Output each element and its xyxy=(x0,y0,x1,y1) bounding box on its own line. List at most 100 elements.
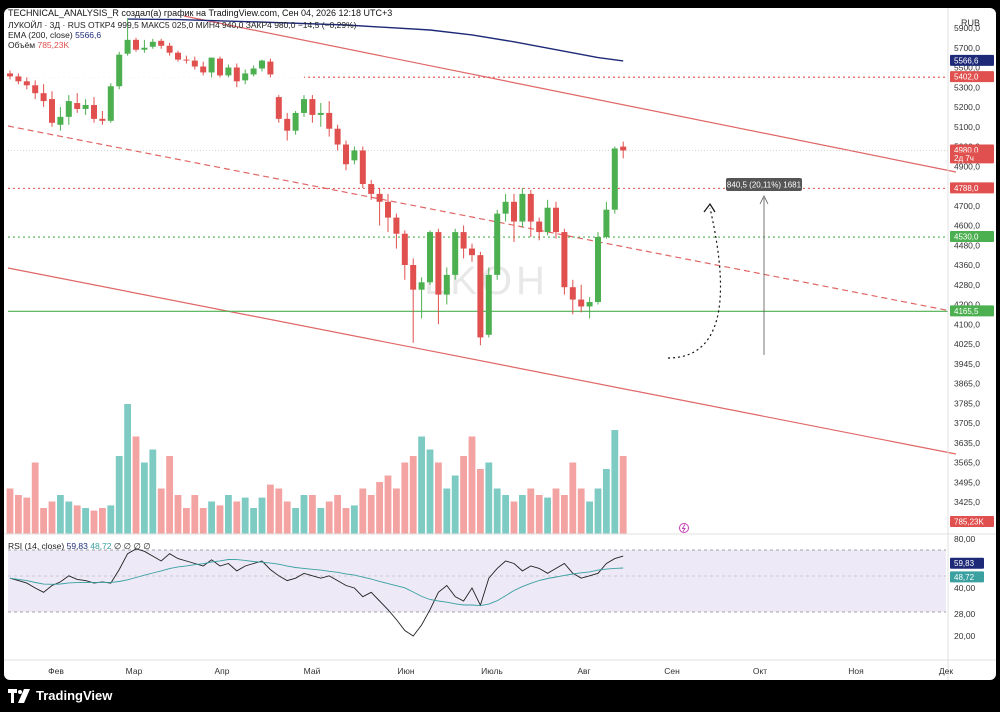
candle-body xyxy=(334,128,341,145)
volume-bar xyxy=(367,495,375,534)
candle-body xyxy=(15,76,22,82)
rsi-legend-ma-value: 48,72 xyxy=(90,541,112,551)
volume-bar xyxy=(376,482,383,534)
volume-legend-label: Объём xyxy=(8,40,36,50)
volume-bar xyxy=(409,456,417,534)
volume-legend: Объём 785,23K xyxy=(8,40,356,50)
price-tick-label: 5900,0 xyxy=(954,23,980,33)
volume-bar xyxy=(603,469,610,534)
volume-bar xyxy=(317,508,325,534)
rsi-legend-extra: ∅ ∅ ∅ ∅ xyxy=(113,541,151,551)
rsi-legend-value: 59,83 xyxy=(66,541,88,551)
rsi-legend[interactable]: RSI (14, close) 59,83 48,72 ∅ ∅ ∅ ∅ xyxy=(8,541,151,552)
volume-bar xyxy=(250,508,257,534)
candle-body xyxy=(149,41,156,47)
chart-canvas[interactable]: LKOH 840,5 (20,11%) 1681 5900,05700,0550… xyxy=(4,8,996,680)
volume-legend-value: 785,23K xyxy=(37,40,70,50)
candle-body xyxy=(301,99,307,113)
price-tick-label: 3565,0 xyxy=(954,458,980,468)
volume-bar xyxy=(216,505,224,534)
volume-bar xyxy=(199,508,207,534)
candle-body xyxy=(99,118,106,121)
price-tick-label: 4480,0 xyxy=(954,240,980,250)
candle-body xyxy=(393,217,400,234)
candle-body xyxy=(569,287,576,300)
candle-body xyxy=(511,201,517,222)
time-tick-label: Июль xyxy=(481,666,503,676)
candle-body xyxy=(326,112,333,129)
channel-upper-line xyxy=(183,15,957,173)
tradingview-footer[interactable]: TradingView xyxy=(8,688,112,703)
price-tag xyxy=(950,152,994,164)
chart-header: TECHNICAL_ANALYSIS_R создал(а) график на… xyxy=(8,8,393,18)
volume-bar xyxy=(283,501,291,534)
volume-bar xyxy=(384,475,392,534)
tradingview-brand: TradingView xyxy=(36,688,113,703)
chart-legend[interactable]: ЛУКОЙЛ · 3Д · RUS ОТКР4 999,5 МАКС5 025,… xyxy=(8,20,356,50)
candle-body xyxy=(175,52,181,60)
price-tick-label: 4600,0 xyxy=(954,221,980,231)
volume-bar xyxy=(309,495,316,534)
volume-bar xyxy=(208,501,215,534)
volume-bar xyxy=(401,462,409,534)
volume-bar xyxy=(241,497,249,534)
price-tag-label: 5566,6 xyxy=(954,56,979,65)
lightning-icon[interactable] xyxy=(679,523,689,533)
candle-body xyxy=(595,237,601,303)
ema-legend-label: EMA (200, close) xyxy=(8,30,73,40)
price-tick-label: 4900,0 xyxy=(954,161,980,171)
volume-bar xyxy=(6,488,14,534)
price-tag-label: 4530,0 xyxy=(954,233,979,242)
measure-label: 840,5 (20,11%) 1681 xyxy=(727,181,802,190)
candle-body xyxy=(82,105,89,109)
time-tick-label: Сен xyxy=(664,666,680,676)
price-tick-label: 3945,0 xyxy=(954,359,980,369)
time-tick-label: Май xyxy=(304,666,321,676)
rsi-legend-label: RSI (14, close) xyxy=(8,541,65,551)
volume-bar xyxy=(141,462,148,534)
volume-bar xyxy=(267,484,274,534)
rsi-band xyxy=(8,550,946,612)
lightning-icon-bolt xyxy=(681,524,686,532)
volume-bar xyxy=(31,462,39,534)
rsi-axis[interactable]: 80,00 40,00 28,00 20,00 xyxy=(954,534,976,641)
channel-lower-line xyxy=(7,267,957,455)
price-tick-label: 3705,0 xyxy=(954,418,980,428)
candle-body xyxy=(359,150,366,185)
volume-bar xyxy=(183,508,190,534)
price-tick-label: 4280,0 xyxy=(954,280,980,290)
volume-bar xyxy=(435,462,442,534)
time-axis[interactable]: Фев Мар Апр Май Июн Июль Авг Сен Окт Ноя Дек xyxy=(48,666,953,676)
candle-body xyxy=(611,148,618,210)
volume-bar xyxy=(258,497,266,534)
volume-bar xyxy=(451,475,459,534)
volume-bar xyxy=(569,462,577,534)
candle-body xyxy=(376,193,383,202)
candle-body xyxy=(586,302,593,307)
rsi-tick-label: 28,00 xyxy=(954,609,976,619)
projection-arrow xyxy=(667,207,722,359)
volume-bar xyxy=(477,469,484,534)
candle-body xyxy=(166,45,173,53)
candle-body xyxy=(267,61,274,75)
price-tag-label: 4788,0 xyxy=(954,184,979,193)
candle-body xyxy=(23,81,30,86)
candle-body xyxy=(536,221,543,233)
candle-body xyxy=(32,85,39,94)
volume-bar xyxy=(157,488,165,534)
candle-body xyxy=(275,97,282,119)
rsi-tag xyxy=(950,557,984,569)
currency-label[interactable]: RUB xyxy=(960,18,980,28)
candle-body xyxy=(183,59,190,61)
candle-body xyxy=(225,67,232,76)
candle-body xyxy=(7,73,13,77)
candle-body xyxy=(443,274,450,295)
volume-bar xyxy=(594,488,602,534)
price-tag xyxy=(950,231,994,243)
price-axis[interactable]: 5900,05700,05500,05300,05200,05100,05000… xyxy=(954,23,980,507)
volume-bar xyxy=(48,501,56,534)
time-tick-label: Фев xyxy=(48,666,64,676)
rsi-tag-label: 59,83 xyxy=(954,559,975,568)
candle-body xyxy=(401,233,408,265)
candle-body xyxy=(116,54,123,87)
